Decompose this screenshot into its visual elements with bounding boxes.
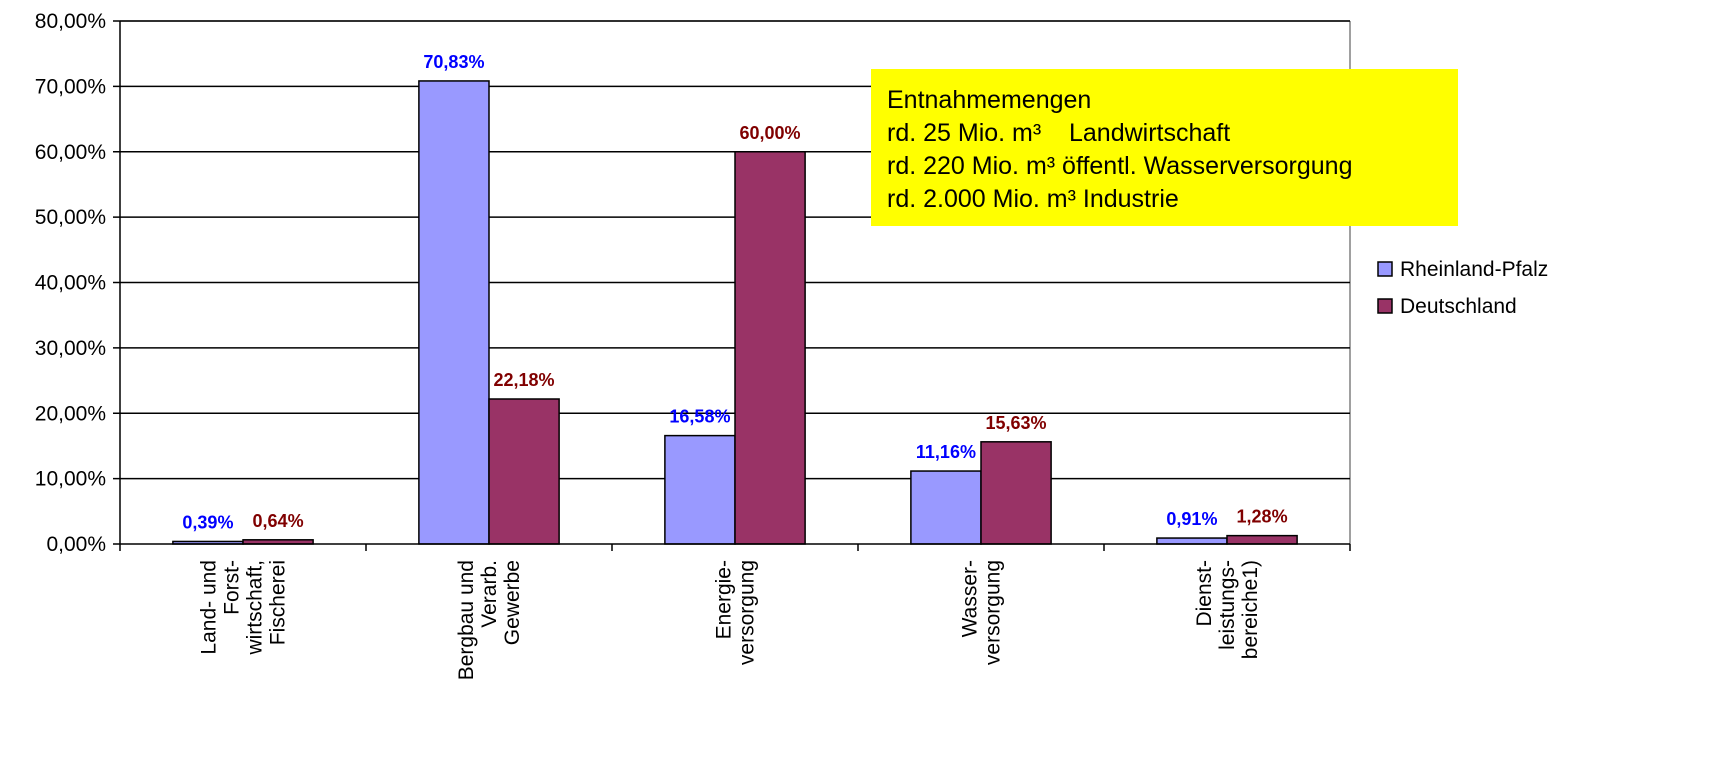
y-tick-label: 60,00% <box>35 141 106 164</box>
category-label-line: Forst- <box>221 560 244 615</box>
annotation-line-3: rd. 2.000 Mio. m³ Industrie <box>887 185 1179 213</box>
category-label-line: leistungs- <box>1216 560 1239 650</box>
category-label-line: Energie- <box>713 560 736 639</box>
legend-label-deutschland: Deutschland <box>1400 295 1517 318</box>
bar-rheinland-pfalz <box>910 470 982 545</box>
annotation-box: Entnahmemengen rd. 25 Mio. m³ Landwirtsc… <box>871 69 1458 226</box>
bars <box>172 80 1298 545</box>
data-label: 16,58% <box>669 407 730 427</box>
annotation-line-2: rd. 220 Mio. m³ öffentl. Wasserversorgun… <box>887 152 1352 180</box>
bar-deutschland <box>980 441 1052 545</box>
category-label-line: bereiche1) <box>1239 560 1262 659</box>
data-label: 0,91% <box>1166 509 1217 529</box>
data-label: 70,83% <box>423 52 484 72</box>
data-label: 0,39% <box>182 512 233 532</box>
legend-label-rheinland-pfalz: Rheinland-Pfalz <box>1400 258 1548 281</box>
y-tick-label: 20,00% <box>35 402 106 425</box>
category-label: Dienst-leistungs-bereiche1) <box>1193 560 1262 659</box>
category-label: Land- und Forst-wirtschaft, Fischerei <box>198 560 290 656</box>
y-tick-label: 40,00% <box>35 272 106 295</box>
y-tick-label: 0,00% <box>46 533 106 556</box>
category-label: Bergbau und Verarb. Gewerbe <box>455 560 524 680</box>
category-label: Energie-versorgung <box>713 560 759 665</box>
data-label: 15,63% <box>986 413 1047 433</box>
data-label: 60,00% <box>740 123 801 143</box>
y-tick-label: 50,00% <box>35 206 106 229</box>
legend: Rheinland-Pfalz Deutschland <box>1377 258 1548 318</box>
annotation-background <box>871 69 1458 226</box>
category-label-line: wirtschaft, <box>244 560 267 656</box>
category-label-line: Dienst- <box>1193 560 1216 627</box>
legend-swatch-rheinland-pfalz <box>1377 261 1393 277</box>
y-tick-label: 10,00% <box>35 468 106 491</box>
category-label-line: versorgung <box>982 560 1005 665</box>
category-label-line: versorgung <box>736 560 759 665</box>
y-tick-label: 80,00% <box>35 10 106 33</box>
category-label-line: Gewerbe <box>501 560 524 645</box>
category-label: Wasser-versorgung <box>959 560 1005 665</box>
annotation-line-1: rd. 25 Mio. m³ Landwirtschaft <box>887 119 1230 147</box>
data-label: 11,16% <box>916 442 976 462</box>
bar-deutschland <box>734 151 806 545</box>
bar-deutschland <box>488 398 560 545</box>
bar-rheinland-pfalz <box>1156 537 1228 545</box>
category-label-line: Verarb. <box>478 560 501 628</box>
annotation-line-0: Entnahmemengen <box>887 86 1091 114</box>
y-tick-label: 30,00% <box>35 337 106 360</box>
data-labels: 0,39% 0,64% 70,83% 22,18% 16,58% 60,00% 11,16%… <box>182 52 1287 533</box>
category-label-line: Land- und <box>198 560 221 655</box>
legend-swatch-deutschland <box>1377 298 1393 314</box>
data-label: 1,28% <box>1237 507 1288 527</box>
y-tick-label: 70,00% <box>35 75 106 98</box>
data-label: 22,18% <box>494 370 555 390</box>
category-label-line: Wasser- <box>959 560 982 637</box>
category-label-line: Bergbau und <box>455 560 478 680</box>
data-label: 0,64% <box>253 511 304 531</box>
axes: 0,00% 10,00% 20,00% 30,00% 40,00% 50,00% 60,00… <box>35 10 1351 680</box>
category-label-line: Fischerei <box>267 560 290 645</box>
bar-deutschland <box>1226 534 1298 545</box>
bar-rheinland-pfalz <box>664 434 736 545</box>
bar-rheinland-pfalz <box>418 80 490 545</box>
